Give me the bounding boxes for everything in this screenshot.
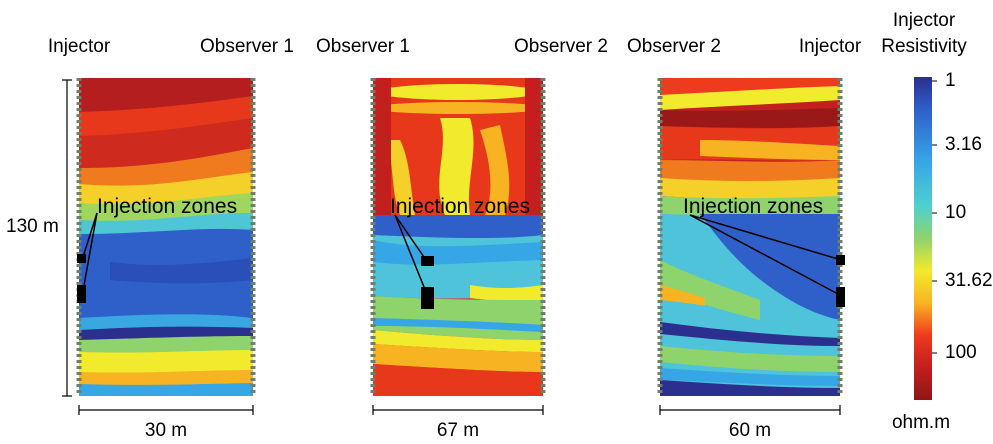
panel-1-left-label: Injector (48, 36, 111, 57)
panel-2-callout-line-upper (394, 214, 427, 261)
panel-2-zone-label: Injection zones (390, 195, 530, 218)
panel-2-right-label: Observer 2 (514, 36, 608, 57)
panel-3-injection-zone-lower (836, 287, 845, 307)
panel-1-injection-zone-upper (77, 254, 86, 263)
panel-3-tomogram (660, 78, 840, 396)
panel-1-callout-line-upper (82, 212, 98, 258)
colorbar: Injector Resistivity 1 3.16 10 31.62 100… (881, 10, 992, 433)
panel-1-right-label: Observer 1 (200, 36, 294, 57)
panel-1: Injection zones Injector Observer 1 30 m (48, 36, 294, 441)
panel-3: Injection zones Observer 2 Injector 60 m (627, 36, 862, 441)
panel-3-callout-line-upper (689, 214, 839, 260)
panel-2-tomogram (373, 78, 543, 396)
panel-2-injection-zone-lower (421, 287, 434, 309)
colorbar-tick-label: 31.62 (945, 270, 993, 291)
colorbar-tick-label: 3.16 (945, 134, 982, 155)
panel-3-zone-label: Injection zones (683, 195, 823, 218)
panel-1-injection-zone-lower (77, 285, 86, 303)
panel-1-width-label: 30 m (145, 420, 187, 441)
colorbar-title-line-2: Resistivity (881, 36, 967, 57)
panel-1-width-scale (78, 405, 254, 415)
panel-3-left-label: Observer 2 (627, 36, 721, 57)
panel-2-callout-line-lower (394, 214, 427, 293)
colorbar-ticks: 1 3.16 10 31.62 100 (932, 70, 993, 363)
panel-3-injection-zone-upper (836, 255, 845, 265)
depth-label: 130 m (6, 216, 59, 237)
panel-2: Injection zones Observer 1 Observer 2 67… (316, 36, 608, 441)
panel-1-zone-label: Injection zones (97, 195, 237, 218)
panel-1-callout-line-lower (82, 212, 98, 292)
panel-1-tomogram (79, 78, 253, 396)
panel-3-callout-line-lower (689, 214, 839, 295)
colorbar-tick-label: 10 (945, 202, 966, 223)
colorbar-unit: ohm.m (892, 412, 950, 433)
panel-3-right-label: Injector (799, 36, 862, 57)
panel-2-width-scale (372, 405, 544, 415)
panel-3-width-label: 60 m (729, 420, 771, 441)
colorbar-title-line-1: Injector (893, 10, 956, 31)
panel-3-width-scale (659, 405, 841, 415)
panel-2-left-label: Observer 1 (316, 36, 410, 57)
colorbar-tick-label: 1 (945, 70, 956, 91)
colorbar-gradient (914, 77, 932, 400)
panel-2-injection-zone-upper (421, 256, 434, 266)
colorbar-tick-label: 100 (945, 342, 977, 363)
panel-2-width-label: 67 m (437, 420, 479, 441)
depth-scale (62, 79, 72, 397)
